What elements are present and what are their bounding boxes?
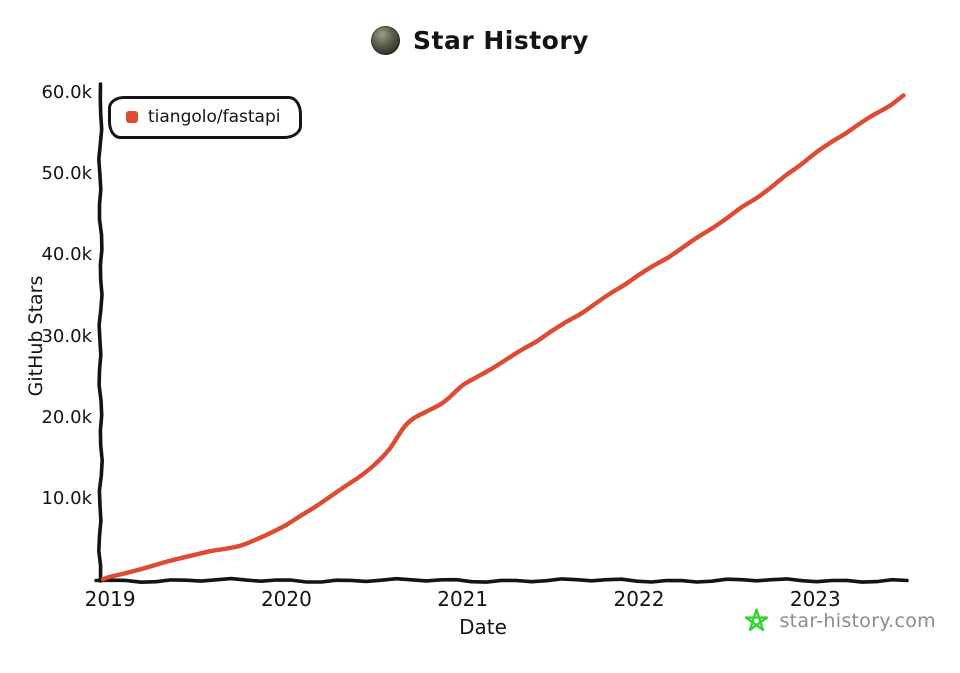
y-tick-label: 60.0k (41, 82, 92, 104)
y-tick-label: 20.0k (41, 406, 92, 428)
x-tick-label: 2020 (260, 587, 312, 611)
x-axis-title: Date (459, 615, 507, 639)
watermark-text: star-history.com (779, 609, 936, 632)
x-axis-line (94, 576, 909, 584)
x-tick-label: 2021 (437, 587, 489, 611)
y-tick-label: 10.0k (41, 487, 92, 509)
y-axis-line (97, 82, 104, 583)
y-tick-label: 30.0k (41, 325, 92, 347)
x-tick-label: 2019 (84, 587, 136, 611)
chart-header: Star History (0, 26, 960, 55)
watermark: star-history.com (743, 607, 936, 634)
y-axis-title: GitHub Stars (25, 275, 47, 397)
y-tick-label: 50.0k (41, 163, 92, 185)
series-line-fastapi[interactable] (100, 93, 906, 582)
series-marker (126, 111, 138, 123)
legend-label: tiangolo/fastapi (148, 107, 281, 127)
legend: tiangolo/fastapi (108, 96, 303, 139)
x-tick-label: 2023 (789, 587, 841, 611)
page-title: Star History (413, 26, 589, 55)
y-tick-label: 40.0k (41, 244, 92, 266)
repo-avatar (371, 26, 400, 55)
star-logo-icon (745, 608, 769, 632)
x-tick-label: 2022 (613, 587, 665, 611)
